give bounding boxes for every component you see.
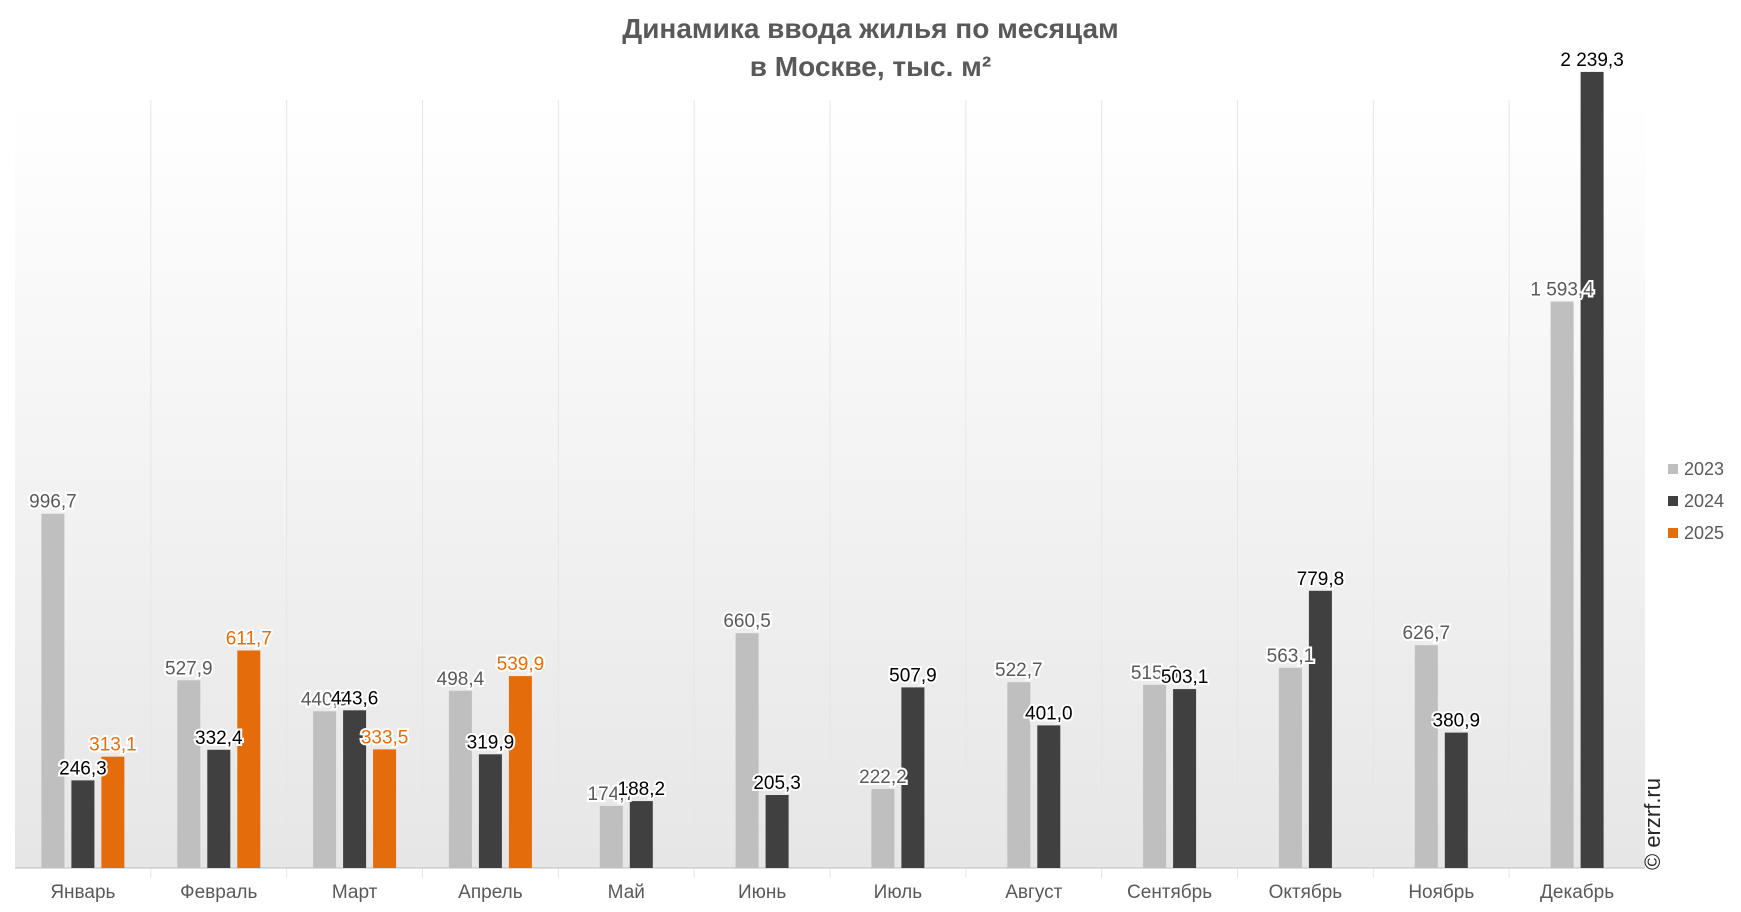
bar-2024-8 (1037, 725, 1061, 868)
legend-swatch-2024 (1668, 496, 1678, 506)
bar-2024-12 (1580, 71, 1604, 868)
bar-2023-7 (871, 789, 895, 868)
x-tick-label: Ноябрь (1408, 882, 1474, 903)
legend-label-2024: 2024 (1684, 491, 1725, 511)
legend-label-2025: 2025 (1684, 523, 1725, 543)
data-label-2025-4: 539,9 (497, 654, 545, 675)
legend: 2023 2024 2025 (1668, 453, 1724, 549)
bar-2024-5 (629, 801, 653, 868)
x-tick-label: Январь (50, 882, 115, 903)
bar-2023-4 (448, 690, 472, 868)
bar-2023-1 (41, 513, 65, 868)
chart-title: Динамика ввода жилья по месяцам в Москве… (0, 10, 1741, 86)
data-label-2025-2: 611,7 (226, 629, 272, 650)
data-label-2023-5: 174,7 (588, 784, 636, 805)
bars-group (41, 71, 1604, 868)
x-tick-label: Июнь (738, 882, 786, 903)
bar-2024-7 (901, 687, 925, 868)
chart-title-line-2: в Москве, тыс. м² (749, 51, 992, 82)
data-label-2023-10: 563,1 (1267, 646, 1315, 667)
legend-label-2023: 2023 (1684, 459, 1725, 479)
data-label-2024-3: 443,6 (331, 688, 379, 709)
data-label-2024-10: 779,8 (1297, 569, 1345, 590)
bar-2025-4 (508, 676, 532, 868)
bar-2025-1 (101, 756, 125, 868)
x-tick-label: Апрель (458, 882, 523, 903)
data-label-2023-8: 522,7 (995, 660, 1043, 681)
legend-swatch-2023 (1668, 464, 1678, 474)
legend-item-2025: 2025 (1668, 517, 1724, 549)
bar-2024-6 (765, 795, 789, 868)
bar-2023-5 (599, 805, 623, 868)
bar-2024-3 (343, 710, 367, 868)
data-label-2023-11: 626,7 (1403, 623, 1451, 644)
bar-2023-3 (313, 711, 337, 868)
data-label-2024-2: 332,4 (195, 728, 243, 749)
bar-2024-11 (1444, 732, 1468, 868)
legend-swatch-2025 (1668, 528, 1678, 538)
data-label-2024-6: 205,3 (753, 773, 801, 794)
x-tick-label: Август (1005, 882, 1062, 903)
bar-2024-4 (478, 754, 502, 868)
legend-item-2024: 2024 (1668, 485, 1724, 517)
bar-2023-6 (735, 633, 759, 868)
data-label-2024-8: 401,0 (1025, 703, 1073, 724)
data-label-2023-2: 527,9 (165, 658, 213, 679)
bar-2023-11 (1414, 645, 1438, 868)
data-label-2025-1: 313,1 (89, 735, 137, 756)
data-label-2024-7: 507,9 (889, 665, 937, 686)
x-tick-label: Май (608, 882, 645, 903)
x-tick-label: Февраль (180, 882, 257, 903)
data-label-2023-12: 1 593,4 (1530, 280, 1594, 301)
x-tick-label: Сентябрь (1127, 882, 1212, 903)
data-label-2023-4: 498,4 (437, 669, 485, 690)
data-label-2024-12: 2 239,3 (1560, 50, 1623, 71)
data-label-2024-11: 380,9 (1433, 711, 1481, 732)
data-label-2024-4: 319,9 (467, 732, 515, 753)
data-label-2023-7: 222,2 (859, 767, 907, 788)
bar-2023-9 (1143, 684, 1167, 868)
bar-2024-10 (1308, 590, 1332, 868)
data-label-2024-9: 503,1 (1161, 667, 1209, 688)
data-label-2023-6: 660,5 (723, 611, 771, 632)
x-tick-label: Октябрь (1269, 882, 1343, 903)
bar-2023-2 (177, 680, 201, 868)
x-tick-label: Март (332, 882, 378, 903)
bar-2025-2 (237, 650, 261, 868)
chart-title-line-1: Динамика ввода жилья по месяцам (622, 13, 1119, 44)
data-label-2023-9: 515,3 (1131, 663, 1179, 684)
bar-2023-12 (1550, 301, 1574, 868)
watermark: © erzrf.ru (1640, 778, 1665, 870)
bar-2024-9 (1173, 689, 1197, 868)
category-separators (150, 100, 1510, 878)
data-label-2023-1: 996,7 (29, 492, 77, 513)
data-label-2023-3: 440,9 (301, 689, 349, 710)
legend-item-2023: 2023 (1668, 453, 1724, 485)
bar-2023-8 (1007, 682, 1031, 868)
bar-2024-1 (71, 780, 95, 868)
bar-2025-3 (373, 749, 397, 868)
x-tick-label: Декабрь (1540, 882, 1614, 903)
bar-2023-10 (1278, 667, 1302, 868)
data-label-2025-3: 333,5 (361, 727, 409, 748)
bar-2024-2 (207, 749, 231, 868)
data-label-2024-5: 188,2 (618, 779, 666, 800)
x-tick-labels-group: Январь Февраль Март Апрель Май Июнь Июль Август… (50, 882, 1614, 903)
x-tick-label: Июль (874, 882, 923, 903)
data-label-2024-1: 246,3 (59, 758, 107, 779)
